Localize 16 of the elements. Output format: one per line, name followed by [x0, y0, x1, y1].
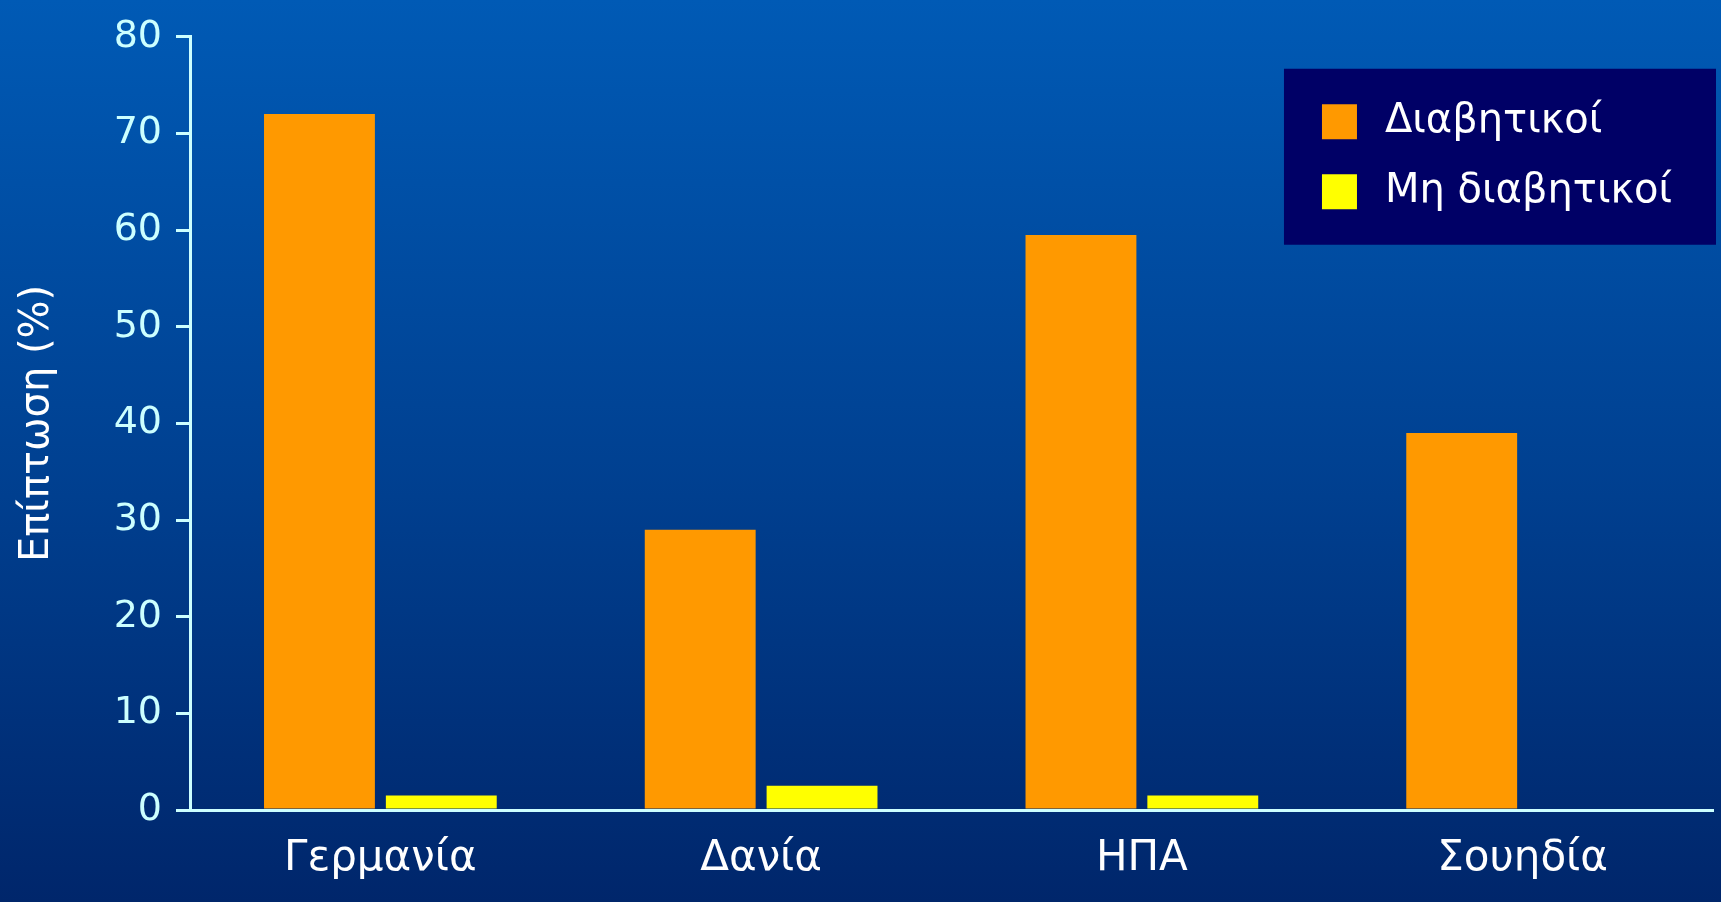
y-tick-label: 0	[137, 784, 162, 829]
x-tick-label: Σουηδία	[1437, 831, 1608, 881]
y-tick-label: 20	[113, 591, 162, 636]
y-axis-title: Επίπτωση (%)	[11, 284, 58, 562]
y-tick-label: 50	[113, 301, 162, 346]
x-tick-label: ΗΠΑ	[1095, 831, 1189, 881]
legend-label: Διαβητικοί	[1384, 95, 1603, 142]
x-tick-label: Δανία	[700, 831, 823, 881]
x-tick-label: Γερμανία	[284, 831, 477, 881]
y-tick-label: 40	[113, 398, 162, 443]
legend-label: Μη διαβητικοί	[1384, 165, 1672, 212]
y-tick-label: 60	[113, 204, 162, 249]
y-tick-label: 70	[113, 108, 162, 153]
y-tick-label: 30	[113, 494, 162, 539]
y-tick-label: 80	[113, 11, 162, 56]
y-tick-label: 10	[113, 688, 162, 733]
